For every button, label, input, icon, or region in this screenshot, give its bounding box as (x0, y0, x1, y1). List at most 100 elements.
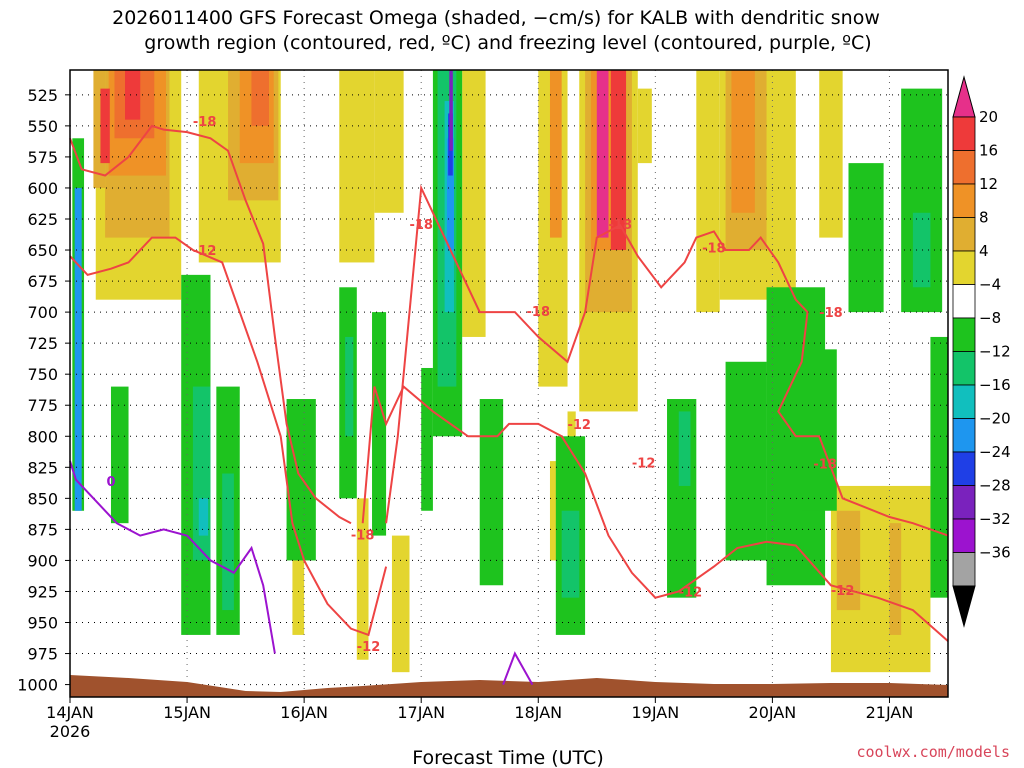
y-tick-label: 850 (27, 489, 58, 508)
y-tick-label: 750 (27, 365, 58, 384)
omega-band (391, 535, 410, 673)
omega-band (696, 70, 720, 313)
contour-freezing-level (69, 460, 276, 654)
omega-shading (72, 70, 948, 673)
omega-band (446, 138, 454, 251)
x-tick-label: 20JAN (749, 703, 797, 722)
contour-minus12-a (69, 236, 388, 637)
colorbar-swatch (952, 217, 976, 252)
omega-band (819, 70, 843, 238)
colorbar-label: −4 (979, 276, 1001, 294)
omega-band (462, 70, 486, 337)
omega-band (725, 361, 767, 561)
omega-band (801, 349, 837, 511)
omega-band (100, 88, 110, 164)
colorbar-swatch (952, 116, 976, 151)
omega-band (292, 535, 305, 635)
contour-label: -18 (819, 306, 843, 321)
omega-band (479, 399, 504, 586)
contour-freezing-level-b (502, 651, 534, 686)
contour-label: -12 (679, 585, 703, 600)
chart-title-line2: growth region (contoured, red, ºC) and f… (144, 32, 871, 54)
y-tick-label: 550 (27, 117, 58, 136)
y-tick-label: 525 (27, 86, 58, 105)
y-tick-label: 900 (27, 551, 58, 570)
colorbar-label: −28 (979, 477, 1011, 495)
colorbar-top-arrow (952, 75, 976, 118)
colorbar-swatch (952, 351, 976, 386)
omega-band (74, 187, 82, 511)
y-tick-label: 650 (27, 241, 58, 260)
colorbar-swatch (952, 552, 976, 587)
y-tick-label: 1000 (17, 676, 58, 695)
omega-band (678, 411, 691, 486)
omega-band (637, 88, 652, 164)
omega-band (610, 70, 627, 251)
contour-label: -12 (357, 640, 381, 655)
omega-band (339, 70, 375, 263)
colorbar-swatch (952, 518, 976, 553)
omega-band (374, 70, 404, 213)
y-tick-label: 675 (27, 272, 58, 291)
colorbar-swatch (952, 250, 976, 285)
contour-lines: -18 -18 -18 -18 -18 -18 -18 -18 -12 -12 -12 -12 -12 -… (69, 69, 949, 698)
omega-band (561, 510, 580, 598)
colorbar-label: −24 (979, 443, 1011, 461)
contour-label: -12 (193, 244, 217, 259)
colorbar-swatch (952, 284, 976, 319)
colorbar-label: −8 (979, 309, 1001, 327)
x-axis: 14JAN 15JAN 16JAN 17JAN 18JAN 19JAN 20JAN 21JAN… (46, 697, 913, 741)
omega-band (356, 498, 369, 660)
colorbar-swatch (952, 183, 976, 218)
omega-band (421, 367, 433, 511)
colorbar-label: −32 (979, 510, 1011, 528)
y-tick-label: 975 (27, 645, 58, 664)
omega-band (198, 498, 209, 536)
colorbar-label: 4 (979, 242, 989, 260)
omega-band (731, 70, 755, 213)
grid-lines (69, 70, 948, 697)
omega-band (889, 523, 902, 635)
contour-label: -18 (409, 218, 433, 233)
colorbar-swatch (952, 150, 976, 185)
contour-label: -18 (813, 458, 837, 473)
colorbar: 20 16 12 8 4 −4 −8 −12 −16 −20 −24 −28 −32 −36 (952, 75, 1011, 628)
x-tick-label: 14JAN (46, 703, 94, 722)
colorbar-bottom-arrow (952, 585, 976, 628)
x-tick-label: 15JAN (163, 703, 211, 722)
colorbar-label: 12 (979, 175, 998, 193)
contour-label: -18 (193, 115, 217, 130)
colorbar-swatch (952, 384, 976, 419)
omega-band (836, 510, 861, 611)
omega-band (930, 336, 948, 598)
colorbar-label: −12 (979, 343, 1011, 361)
contour-label: -18 (527, 305, 551, 320)
contour-label: -18 (351, 528, 375, 543)
colorbar-swatch (952, 451, 976, 486)
y-tick-label: 875 (27, 520, 58, 539)
y-tick-label: 925 (27, 582, 58, 601)
colorbar-label: 8 (979, 209, 989, 227)
omega-band (848, 163, 884, 313)
omega-band (93, 70, 106, 188)
omega-band (449, 70, 453, 151)
y-tick-label: 800 (27, 427, 58, 446)
contour-label: 0 (106, 475, 115, 490)
x-tick-label: 18JAN (514, 703, 562, 722)
colorbar-label: −36 (979, 544, 1011, 562)
omega-band (912, 212, 931, 288)
omega-band (286, 399, 316, 561)
contour-minus18-a (69, 124, 352, 525)
colorbar-label: 16 (979, 142, 998, 160)
contour-label: -12 (831, 584, 855, 599)
contour-label: -12 (567, 418, 591, 433)
omega-band (222, 473, 234, 611)
x-year-label: 2026 (50, 722, 91, 741)
colorbar-label: 20 (979, 108, 998, 126)
omega-band (125, 70, 141, 120)
y-tick-label: 825 (27, 458, 58, 477)
x-tick-label: 16JAN (280, 703, 328, 722)
colorbar-swatch (952, 485, 976, 520)
y-tick-label: 625 (27, 210, 58, 229)
